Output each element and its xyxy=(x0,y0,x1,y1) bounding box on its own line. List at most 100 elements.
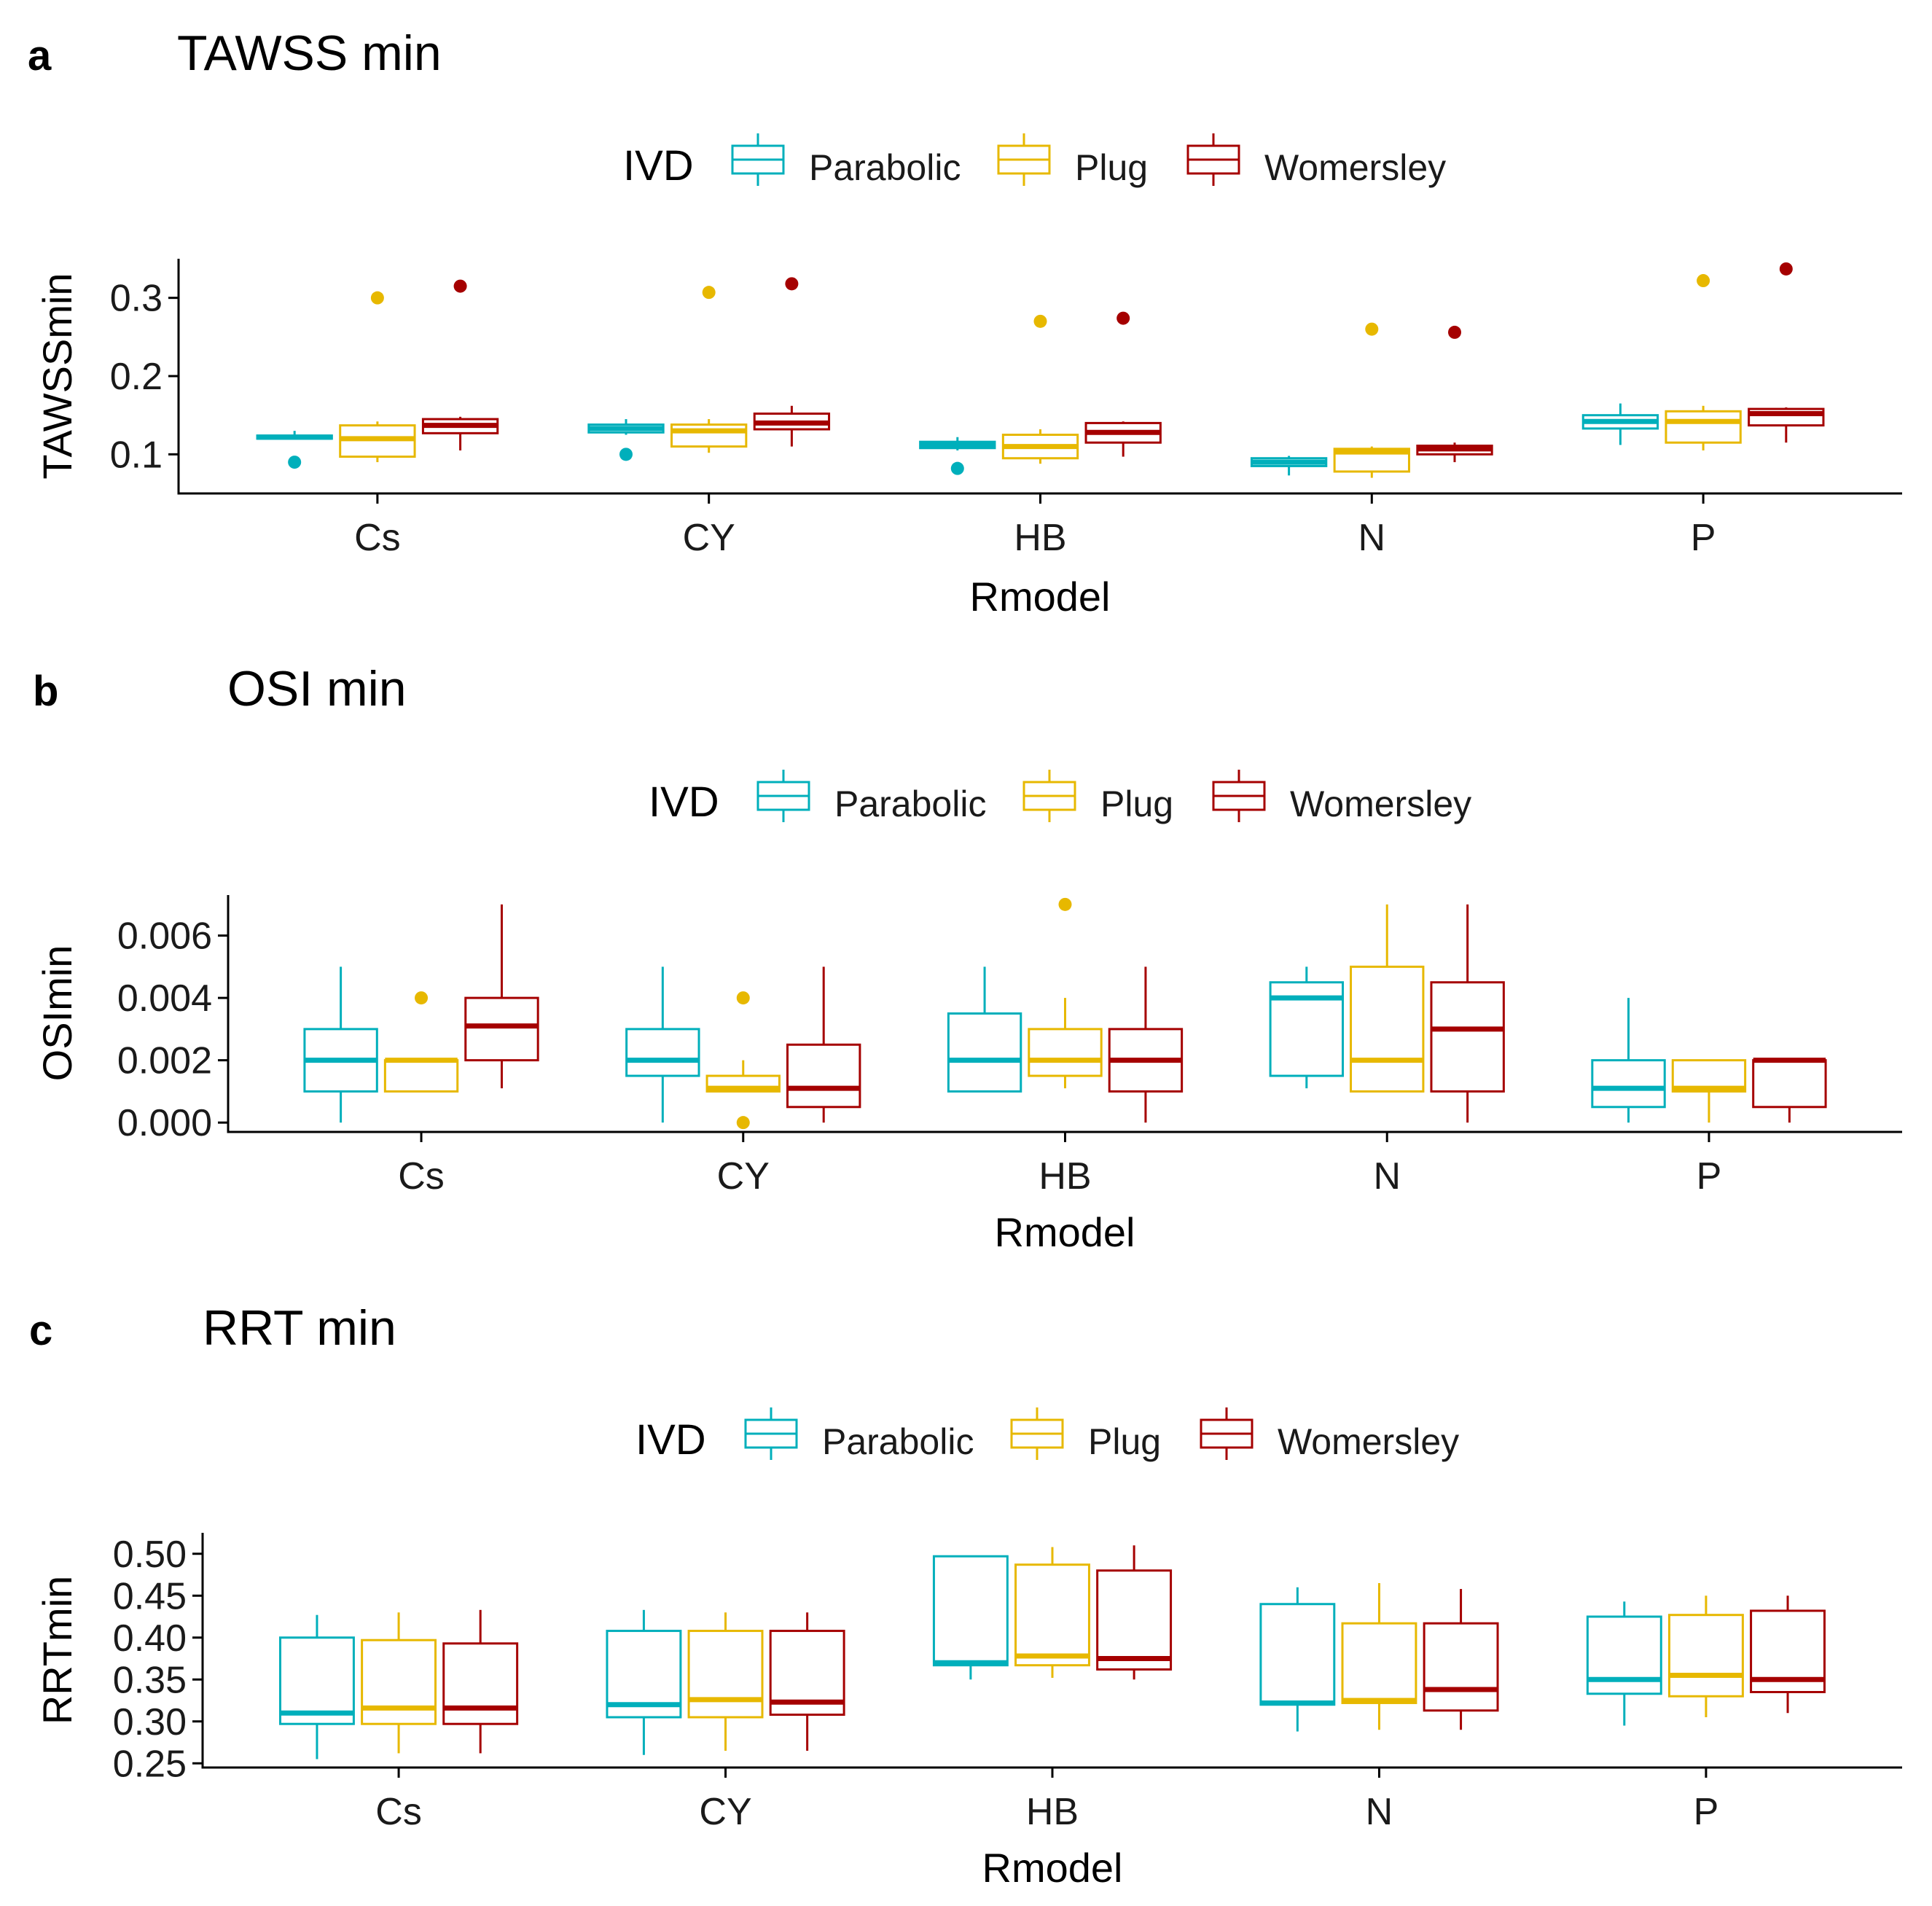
box-plug-cs xyxy=(339,291,416,463)
box-iqr xyxy=(1586,1615,1662,1695)
box-iqr xyxy=(1591,1059,1666,1109)
box-parabolic-cy xyxy=(587,419,665,461)
x-tick-label: Cs xyxy=(375,1791,422,1833)
x-tick-label: N xyxy=(1366,1791,1393,1833)
legend-key-parabolic xyxy=(756,770,810,822)
panel-title: OSI min xyxy=(227,661,407,716)
outlier-point xyxy=(1058,897,1072,911)
axes xyxy=(227,895,1902,1133)
box-plug-cy xyxy=(670,286,748,453)
box-parabolic-n xyxy=(1269,966,1344,1089)
y-axis-title: OSImin xyxy=(34,945,80,1082)
panel-letter: c xyxy=(29,1307,52,1354)
box-iqr xyxy=(670,423,748,448)
x-tick-label: P xyxy=(1694,1791,1719,1833)
box-iqr xyxy=(625,1028,700,1077)
y-tick-label: 0.25 xyxy=(113,1743,187,1785)
box-iqr xyxy=(383,1059,459,1093)
outlier-point xyxy=(702,286,716,300)
legend: IVD Parabolic Plug Womersley xyxy=(649,770,1471,826)
panel-a: a TAWSS min IVD Parabolic Plug Womersley xyxy=(28,26,1902,620)
box-iqr xyxy=(947,1012,1022,1093)
box-iqr xyxy=(1259,1603,1336,1706)
x-tick-label: N xyxy=(1358,517,1386,559)
legend-label-womersley: Womersley xyxy=(1264,147,1446,188)
outlier-point xyxy=(1033,314,1047,328)
x-tick-label: Cs xyxy=(354,517,401,559)
y-tick-label: 0.002 xyxy=(117,1040,212,1082)
box-womersley-cy xyxy=(769,1612,845,1751)
panel-letter: a xyxy=(28,32,52,79)
y-tick-label: 0.006 xyxy=(117,915,212,958)
box-parabolic-hb xyxy=(919,437,996,475)
box-plug-cs xyxy=(361,1612,437,1754)
box-iqr xyxy=(1423,1622,1499,1712)
legend-label-womersley: Womersley xyxy=(1290,784,1471,824)
legend-label-womersley: Womersley xyxy=(1278,1421,1459,1462)
box-womersley-p xyxy=(1750,1596,1826,1714)
outlier-point xyxy=(950,461,964,475)
outlier-point xyxy=(370,291,384,305)
box-iqr xyxy=(1096,1569,1173,1671)
plot-area xyxy=(303,897,1827,1130)
legend-key-womersley xyxy=(1212,770,1266,822)
legend-label-parabolic: Parabolic xyxy=(809,147,961,188)
box-parabolic-hb xyxy=(947,966,1022,1093)
box-parabolic-cs xyxy=(279,1614,355,1759)
box-parabolic-cy xyxy=(625,966,700,1123)
legend-label-parabolic: Parabolic xyxy=(834,784,986,824)
legend-key-womersley xyxy=(1186,133,1240,186)
axes xyxy=(201,1533,1902,1769)
y-axis-ticks: 0.250.300.350.400.450.50 xyxy=(113,1534,203,1785)
plot-area xyxy=(279,1545,1826,1759)
legend-title: IVD xyxy=(623,142,694,190)
legend-key-parabolic xyxy=(744,1407,798,1460)
panel-letter: b xyxy=(33,668,58,715)
legend: IVD Parabolic Plug Womersley xyxy=(635,1407,1459,1464)
panel-c: c RRT min IVD Parabolic Plug Womersley xyxy=(29,1300,1902,1891)
x-tick-label: P xyxy=(1697,1155,1722,1198)
x-axis-ticks: Cs CY HB N P xyxy=(375,1768,1718,1833)
box-womersley-hb xyxy=(1084,311,1162,457)
box-parabolic-hb xyxy=(932,1555,1009,1680)
box-parabolic-n xyxy=(1259,1587,1336,1732)
y-tick-label: 0.004 xyxy=(117,977,212,1020)
legend-title: IVD xyxy=(635,1416,706,1464)
outlier-point xyxy=(1448,325,1462,339)
legend-title: IVD xyxy=(649,778,719,826)
y-tick-label: 0.35 xyxy=(113,1659,187,1701)
box-parabolic-cy xyxy=(606,1609,682,1755)
y-axis-title: TAWSSmin xyxy=(34,273,80,479)
legend-label-plug: Plug xyxy=(1075,147,1148,188)
box-iqr xyxy=(1350,965,1425,1093)
panel-b: b OSI min IVD Parabolic Plug Womersley xyxy=(33,661,1902,1255)
box-iqr xyxy=(464,996,539,1062)
outlier-point xyxy=(736,991,750,1005)
box-womersley-hb xyxy=(1096,1545,1173,1680)
x-tick-label: CY xyxy=(699,1791,751,1833)
y-axis-title: RRTmin xyxy=(34,1576,80,1725)
box-womersley-cs xyxy=(421,279,499,450)
box-womersley-cy xyxy=(786,966,861,1123)
box-plug-p xyxy=(1665,274,1742,450)
box-iqr xyxy=(442,1642,519,1725)
y-tick-label: 0.30 xyxy=(113,1701,187,1743)
box-iqr xyxy=(361,1639,437,1725)
outlier-point xyxy=(1365,322,1379,336)
legend-key-plug xyxy=(1022,770,1076,822)
box-plug-n xyxy=(1333,322,1410,478)
x-axis-title: Rmodel xyxy=(982,1845,1123,1891)
box-iqr xyxy=(279,1636,355,1725)
legend-key-womersley xyxy=(1200,1407,1254,1460)
box-iqr xyxy=(1430,981,1505,1093)
box-plug-cy xyxy=(705,991,781,1130)
x-tick-label: HB xyxy=(1039,1155,1091,1198)
box-parabolic-cs xyxy=(256,431,333,469)
outlier-point xyxy=(453,279,467,293)
x-tick-label: HB xyxy=(1026,1791,1079,1833)
y-tick-label: 0.50 xyxy=(113,1534,187,1576)
y-tick-label: 0.3 xyxy=(110,278,163,320)
box-plug-n xyxy=(1350,904,1425,1093)
y-axis-ticks: 0.1 0.2 0.3 xyxy=(110,278,179,476)
